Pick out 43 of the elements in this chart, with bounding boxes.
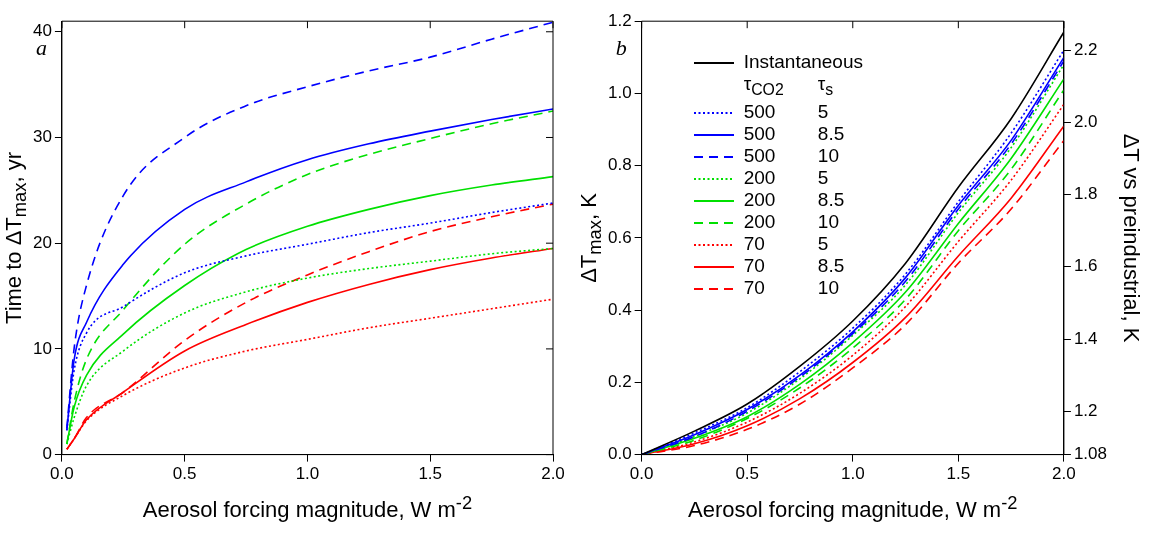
y2-tick-label: 1.2 [1073, 400, 1098, 420]
x-tick-label: 2.0 [1052, 464, 1076, 484]
text: 70 5 [743, 232, 829, 254]
text: 500 10 [743, 144, 839, 166]
x-tick-label: 1.5 [418, 464, 443, 484]
text: 500 5 [743, 100, 829, 122]
x-axis-title: Aerosol forcing magnitude, W m$^{-2}$ [142, 492, 473, 524]
y-tick-label: 10 [32, 338, 52, 358]
y-tick-label: 0.2 [607, 372, 632, 392]
y-tick-label: 1.0 [607, 83, 632, 103]
y-tick-label: 0.0 [607, 444, 632, 464]
y-tick-label: 20 [32, 232, 52, 252]
x-tick-label: 1.5 [946, 464, 971, 484]
text: 200 10 [743, 210, 839, 232]
text: 200 8.5 [743, 188, 845, 210]
x-tick-label: 0.0 [629, 464, 654, 484]
y2-tick-label: 2.0 [1073, 112, 1098, 132]
text: 200 5 [743, 166, 829, 188]
x-tick-label: 2.0 [541, 464, 565, 484]
text: b [615, 35, 627, 62]
y-tick-label: 30 [32, 127, 52, 147]
y2-tick-label: 1.08 [1073, 444, 1108, 464]
y2-tick-label: 1.4 [1073, 328, 1098, 348]
x-tick-label: 0.5 [735, 464, 760, 484]
y-tick-label: 0 [42, 444, 52, 464]
y2-tick-label: 1.6 [1073, 256, 1098, 276]
y-tick-label: 1.2 [607, 10, 632, 30]
x-tick-label: 0.5 [172, 464, 197, 484]
legend-label: Instantaneous [743, 51, 864, 74]
x-tick-label: 1.0 [295, 464, 320, 484]
x-axis-title: Aerosol forcing magnitude, W m$^{-2}$ [688, 492, 1018, 524]
text: 500 8.5 [743, 122, 845, 144]
x-tick-label: 1.0 [840, 464, 865, 484]
x-tick-label: 0.0 [50, 464, 74, 484]
y2-axis-title: ΔT vs preindustrial, K [1118, 133, 1144, 343]
y2-tick-label: 2.2 [1073, 39, 1098, 59]
text: τ$_{CO2}$ τ$_{s}$ [743, 73, 834, 98]
text: 70 10 [743, 276, 839, 298]
y-tick-label: 0.6 [607, 227, 632, 247]
y-tick-label: 0.8 [607, 155, 632, 175]
y2-tick-label: 1.8 [1073, 184, 1098, 204]
y-tick-label: 0.4 [607, 299, 632, 319]
text: 70 8.5 [743, 254, 845, 276]
